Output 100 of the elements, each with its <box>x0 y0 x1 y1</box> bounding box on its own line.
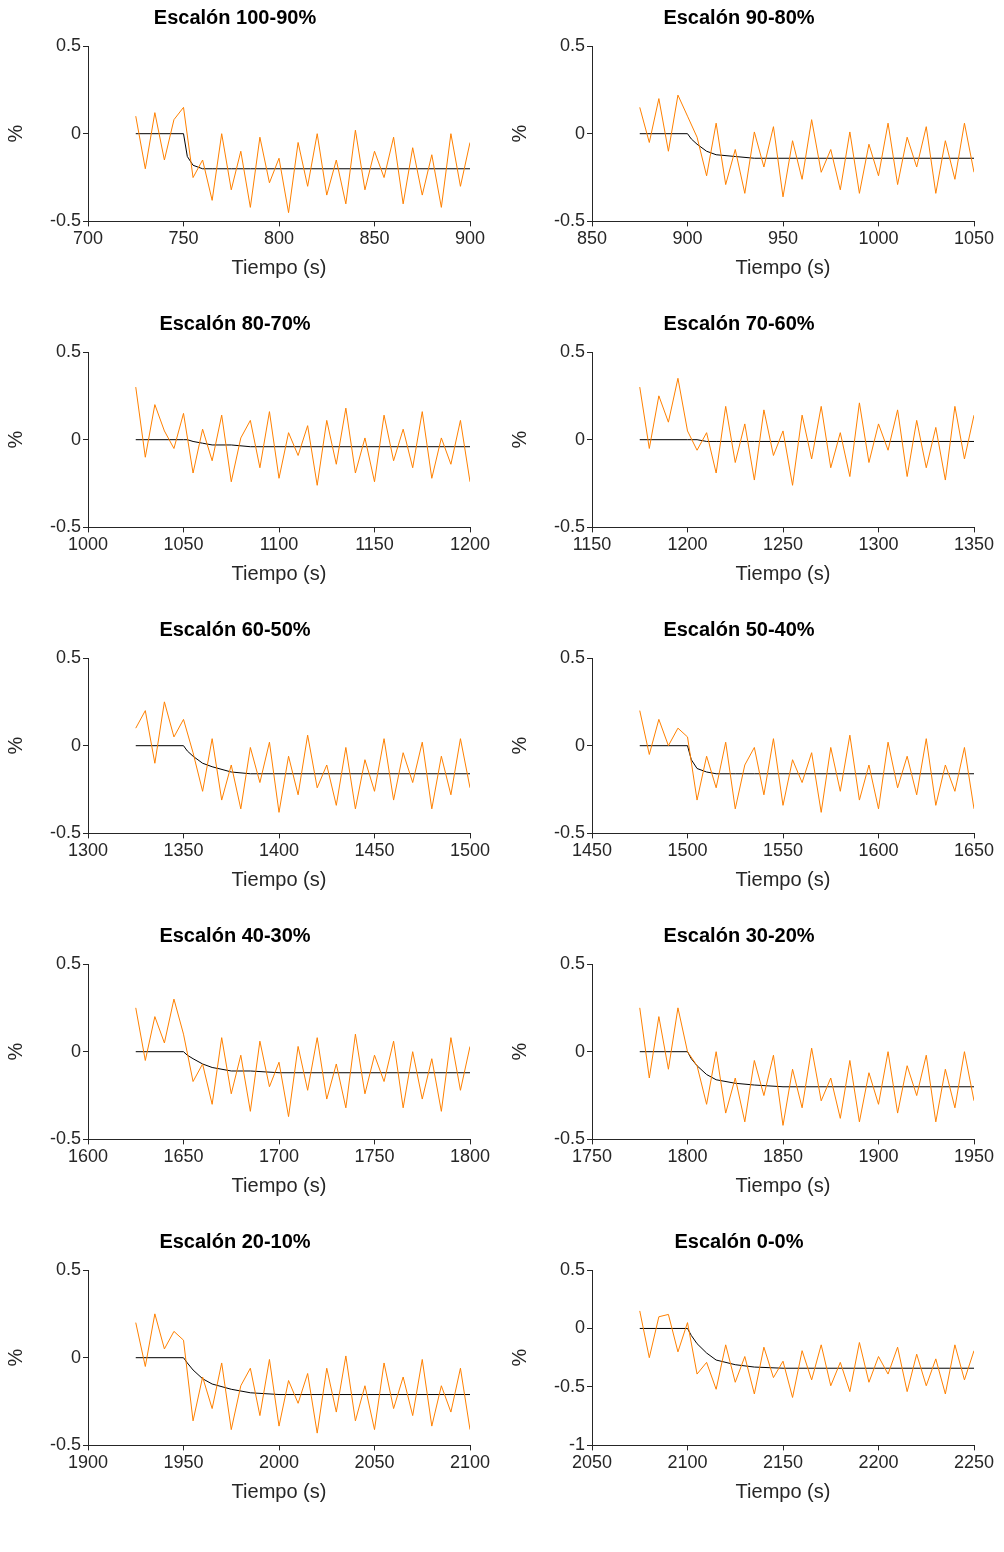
x-tick-label: 2050 <box>354 1452 395 1473</box>
x-tick-label: 1050 <box>163 534 204 555</box>
x-tick-label: 1650 <box>163 1146 204 1167</box>
y-axis-title: % <box>3 1348 26 1367</box>
y-axis-title: % <box>3 124 26 143</box>
x-tick-label: 1750 <box>354 1146 395 1167</box>
y-tick-label: 0.5 <box>559 340 585 361</box>
y-tick-label: -0.5 <box>553 1375 585 1396</box>
x-axis-title: Tiempo (s) <box>231 1479 327 1502</box>
y-tick-label: 0 <box>574 1317 585 1338</box>
y-axis-title: % <box>507 1042 530 1061</box>
x-tick-label: 1400 <box>258 840 300 861</box>
chart-title: Escalón 80-70% <box>159 311 311 334</box>
y-tick-label: 0 <box>70 734 81 755</box>
x-axis-title: Tiempo (s) <box>231 561 327 584</box>
x-tick-label: 1350 <box>953 534 995 555</box>
x-tick-label: 2200 <box>858 1452 899 1473</box>
x-tick-label: 750 <box>168 228 199 249</box>
x-axis-title: Tiempo (s) <box>231 1173 327 1196</box>
x-tick-label: 1250 <box>762 534 804 555</box>
x-tick-label: 1800 <box>449 1146 491 1167</box>
y-tick-label: -0.5 <box>553 516 585 537</box>
x-tick-label: 1300 <box>67 840 109 861</box>
x-tick-label: 1300 <box>858 534 899 555</box>
y-tick-label: 0.5 <box>55 34 81 55</box>
x-axis-title: Tiempo (s) <box>735 867 831 890</box>
x-tick-label: 1600 <box>858 840 899 861</box>
chart-title: Escalón 50-40% <box>663 617 815 640</box>
x-tick-label: 1000 <box>67 534 109 555</box>
x-tick-label: 1800 <box>667 1146 708 1167</box>
x-tick-label: 2150 <box>762 1452 804 1473</box>
x-tick-label: 1500 <box>449 840 491 861</box>
y-tick-label: 0 <box>574 734 585 755</box>
x-tick-label: 2050 <box>571 1452 613 1473</box>
chart-title: Escalón 90-80% <box>663 5 815 28</box>
y-tick-label: -0.5 <box>49 210 81 231</box>
x-tick-label: 1150 <box>572 534 612 555</box>
y-tick-label: 0.5 <box>559 1258 585 1279</box>
x-axis-title: Tiempo (s) <box>231 867 327 890</box>
x-tick-label: 1950 <box>953 1146 995 1167</box>
y-tick-label: 0.5 <box>55 340 81 361</box>
x-tick-label: 1500 <box>667 840 708 861</box>
x-tick-label: 1200 <box>667 534 708 555</box>
y-tick-label: 0.5 <box>55 1258 81 1279</box>
x-tick-label: 2100 <box>449 1452 491 1473</box>
y-tick-label: -1 <box>568 1434 585 1455</box>
chart-title: Escalón 70-60% <box>663 311 815 334</box>
x-tick-label: 2250 <box>953 1452 995 1473</box>
x-tick-label: 1350 <box>163 840 204 861</box>
x-tick-label: 1950 <box>163 1452 204 1473</box>
y-axis-title: % <box>507 430 530 449</box>
y-tick-label: 0.5 <box>559 646 585 667</box>
x-tick-label: 1150 <box>355 534 394 555</box>
x-tick-label: 1450 <box>571 840 613 861</box>
x-tick-label: 1600 <box>67 1146 109 1167</box>
y-tick-label: -0.5 <box>553 1128 585 1149</box>
y-tick-label: -0.5 <box>553 210 585 231</box>
x-axis-title: Tiempo (s) <box>231 255 327 278</box>
x-tick-label: 800 <box>263 228 295 249</box>
y-axis-title: % <box>3 736 26 755</box>
x-tick-label: 2100 <box>667 1452 708 1473</box>
x-tick-label: 950 <box>767 228 799 249</box>
y-tick-label: 0.5 <box>559 34 585 55</box>
chart-title: Escalón 60-50% <box>159 617 311 640</box>
x-tick-label: 1700 <box>258 1146 300 1167</box>
y-tick-label: 0.5 <box>55 952 81 973</box>
y-tick-label: 0 <box>574 122 585 143</box>
x-tick-label: 1650 <box>953 840 995 861</box>
x-tick-label: 900 <box>672 228 703 249</box>
x-tick-label: 850 <box>576 228 608 249</box>
x-axis-title: Tiempo (s) <box>735 1173 831 1196</box>
y-tick-label: -0.5 <box>553 822 585 843</box>
y-tick-label: -0.5 <box>49 1434 81 1455</box>
x-tick-label: 1850 <box>762 1146 804 1167</box>
chart-title: Escalón 40-30% <box>159 923 311 946</box>
x-tick-label: 1000 <box>858 228 899 249</box>
y-axis-title: % <box>507 124 530 143</box>
y-tick-label: 0 <box>70 1040 81 1061</box>
y-tick-label: -0.5 <box>49 822 81 843</box>
y-tick-label: 0.5 <box>55 646 81 667</box>
x-tick-label: 2000 <box>258 1452 300 1473</box>
x-tick-label: 1550 <box>762 840 804 861</box>
y-tick-label: -0.5 <box>49 516 81 537</box>
y-tick-label: 0 <box>574 428 585 449</box>
x-tick-label: 1450 <box>354 840 395 861</box>
chart-title: Escalón 100-90% <box>153 5 317 28</box>
x-tick-label: 700 <box>72 228 104 249</box>
x-axis-title: Tiempo (s) <box>735 561 831 584</box>
x-tick-label: 900 <box>454 228 486 249</box>
x-tick-label: 1050 <box>953 228 995 249</box>
y-tick-label: 0.5 <box>559 952 585 973</box>
x-tick-label: 1900 <box>858 1146 899 1167</box>
y-axis-title: % <box>507 1348 530 1367</box>
y-tick-label: 0 <box>70 122 81 143</box>
y-tick-label: 0 <box>574 1040 585 1061</box>
chart-title: Escalón 0-0% <box>674 1229 804 1252</box>
y-tick-label: -0.5 <box>49 1128 81 1149</box>
y-tick-label: 0 <box>70 428 81 449</box>
x-tick-label: 1200 <box>449 534 491 555</box>
y-axis-title: % <box>3 1042 26 1061</box>
